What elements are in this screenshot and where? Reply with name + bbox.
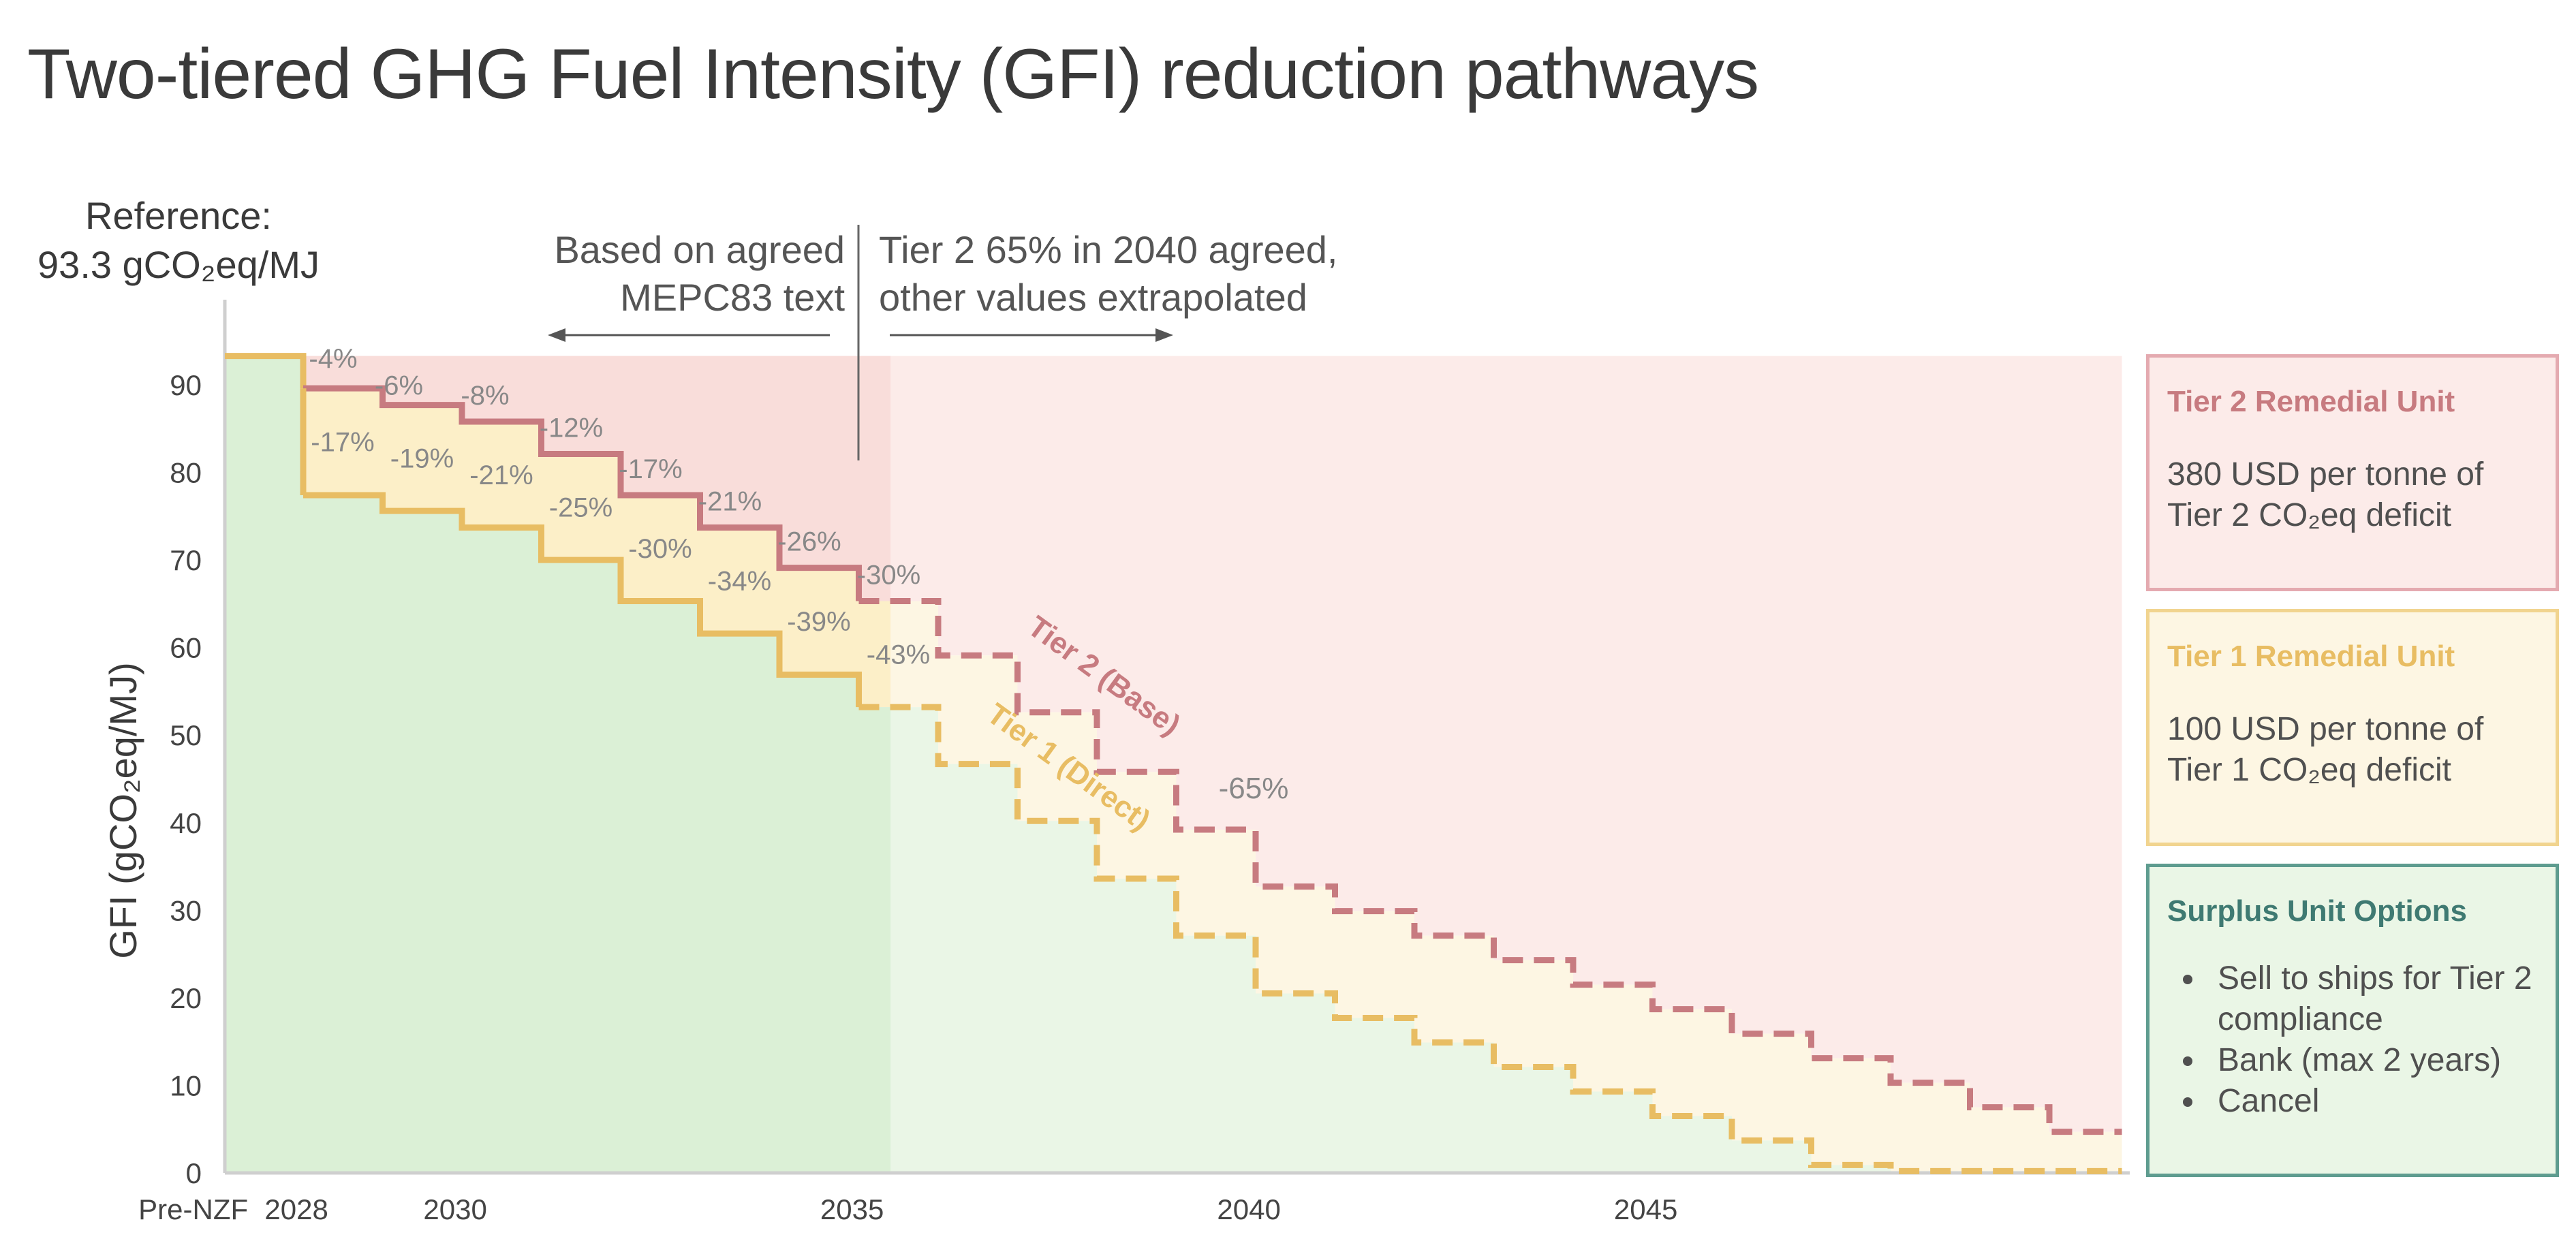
x-tick-label: 2030 [423, 1193, 486, 1225]
tier2-remedial-line2: Tier 2 CO₂eq deficit [2167, 497, 2451, 533]
tier2-percent-label: -26% [777, 527, 841, 557]
pathway-lines-layer [225, 353, 2122, 1174]
x-tick-label: 2045 [1614, 1193, 1677, 1225]
zone-layer [225, 356, 2122, 1173]
y-tick-label: 60 [170, 632, 202, 664]
tier2-percent-label: -30% [857, 561, 920, 591]
extrapolated-note-line1: Tier 2 65% in 2040 agreed, [879, 228, 1337, 271]
tier1-remedial-title: Tier 1 Remedial Unit [2167, 640, 2455, 673]
tier1-remedial-line2: Tier 1 CO₂eq deficit [2167, 752, 2451, 788]
tier1-remedial-line1: 100 USD per tonne of [2167, 711, 2484, 747]
tier1-deficit-zone-agreed [303, 388, 891, 708]
extrapolated-note-line2: other values extrapolated [879, 276, 1307, 319]
tier2-line-extrapolated [858, 598, 2122, 1135]
right-arrow-head [1155, 328, 1173, 342]
y-tick-label: 40 [170, 807, 202, 839]
tier2-2040-label: -65% [1219, 772, 1289, 805]
reference-label-line2: 93.3 gCO₂eq/MJ [37, 243, 320, 286]
y-tick-label: 10 [170, 1069, 202, 1101]
y-tick-label: 20 [170, 982, 202, 1014]
tier1-percent-label: -43% [867, 640, 930, 670]
tier2-percent-label: -8% [461, 381, 509, 411]
surplus-option-cancel: Cancel [2207, 1081, 2538, 1122]
surplus-option-bank: Bank (max 2 years) [2207, 1040, 2538, 1081]
x-tick-label: 2028 [264, 1193, 328, 1225]
tier1-percent-label: -30% [628, 534, 692, 564]
tier2-remedial-box: Tier 2 Remedial Unit 380 USD per tonne o… [2146, 354, 2559, 591]
tier1-line-agreed [303, 492, 862, 708]
agreed-zones [303, 356, 891, 1173]
chart-title: Two-tiered GHG Fuel Intensity (GFI) redu… [27, 35, 1759, 114]
percent-labels-layer: -4% -6% -8% -12% -17% -21% -26% -30% -17% -19% -21… [309, 344, 930, 670]
tier2-line-agreed [303, 385, 862, 601]
agreed-note-line1: Based on agreed [554, 228, 845, 271]
tier1-percent-label: -19% [390, 443, 454, 473]
y-tick-label: 80 [170, 457, 202, 489]
x-tick-label: Pre-NZF [138, 1193, 248, 1225]
surplus-unit-title: Surplus Unit Options [2167, 894, 2467, 928]
tier2-deficit-zone-agreed [303, 356, 891, 601]
tier2-deficit-zone-extrapolated [303, 356, 2122, 1132]
x-tick-label: 2035 [820, 1193, 884, 1225]
y-tick-label: 0 [186, 1157, 202, 1189]
tier2-remedial-line1: 380 USD per tonne of [2167, 456, 2484, 492]
tier2-percent-label: -4% [309, 344, 357, 374]
x-tick-label: 2040 [1217, 1193, 1280, 1225]
surplus-unit-box: Surplus Unit Options Sell to ships for T… [2146, 864, 2559, 1177]
reference-line [225, 353, 307, 389]
tier1-percent-label: -17% [311, 428, 374, 458]
y-tick-label: 30 [170, 894, 202, 926]
surplus-options-list: Sell to ships for Tier 2 compliance Bank… [2167, 958, 2538, 1122]
tier2-percent-label: -12% [540, 413, 603, 443]
tier1-percent-label: -34% [708, 566, 771, 596]
tier1-percent-label: -39% [787, 607, 850, 637]
tier1-remedial-box: Tier 1 Remedial Unit 100 USD per tonne o… [2146, 609, 2559, 846]
reference-label-line1: Reference: [85, 194, 272, 237]
tier1-percent-label: -25% [549, 492, 612, 522]
tier2-remedial-title: Tier 2 Remedial Unit [2167, 385, 2455, 418]
tier2-percent-label: -17% [619, 454, 682, 484]
surplus-option-sell: Sell to ships for Tier 2 compliance [2207, 958, 2538, 1040]
y-tick-label: 70 [170, 544, 202, 576]
surplus-zone-agreed [303, 494, 891, 1173]
left-arrow-head [548, 328, 565, 342]
tier2-percent-label: -21% [698, 487, 762, 517]
pre-nzf-zone [225, 356, 303, 1173]
y-tick-label: 90 [170, 369, 202, 401]
agreed-note-line2: MEPC83 text [620, 276, 845, 319]
y-axis-title: GFI (gCO₂eq/MJ) [102, 662, 144, 959]
tier2-percent-label: -6% [375, 371, 423, 401]
tier1-line-extrapolated [858, 704, 2122, 1174]
tier1-percent-label: -21% [469, 460, 533, 490]
y-tick-label: 50 [170, 719, 202, 751]
